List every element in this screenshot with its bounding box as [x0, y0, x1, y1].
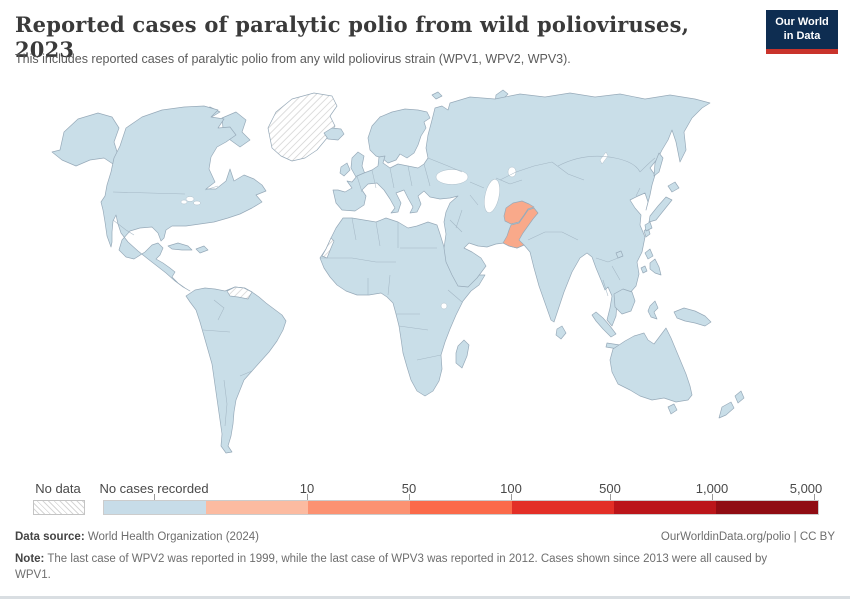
map-region-sulawesi[interactable] — [647, 300, 659, 320]
legend-no-cases-label: No cases recorded — [99, 481, 209, 496]
map-region-greenland[interactable] — [267, 92, 338, 162]
legend-label-100: 100 — [500, 481, 522, 496]
data-source-line: Data source: World Health Organization (… — [15, 531, 259, 543]
map-region-svalbard[interactable] — [431, 91, 443, 100]
country-borders — [112, 155, 656, 427]
legend-tick — [511, 494, 512, 500]
note-line: Note: The last case of WPV2 was reported… — [15, 551, 780, 583]
legend-seg-no-cases[interactable] — [104, 501, 206, 514]
map-region-madagascar[interactable] — [455, 339, 470, 369]
legend-tick — [610, 494, 611, 500]
map-region-sri-lanka[interactable] — [555, 325, 567, 340]
map-region-alaska[interactable] — [51, 112, 125, 169]
lake-baikal — [599, 151, 609, 165]
map-region-sakhalin[interactable] — [653, 152, 664, 177]
legend-seg-to-100[interactable] — [410, 501, 512, 514]
note-label: Note: — [15, 553, 45, 565]
map-region-united-kingdom[interactable] — [350, 151, 366, 178]
map-region-new-zealand[interactable] — [718, 390, 745, 419]
map-region-sumatra[interactable] — [591, 311, 617, 338]
map-region-japan[interactable] — [644, 181, 680, 232]
map-region-borneo[interactable] — [613, 288, 636, 315]
owid-logo-line1: Our World — [775, 16, 829, 28]
map-region-ireland[interactable] — [339, 162, 351, 177]
data-source-label: Data source: — [15, 531, 85, 543]
map-region-south-america[interactable] — [185, 286, 287, 454]
legend-label-500: 500 — [599, 481, 621, 496]
legend-tick — [154, 494, 155, 500]
legend-seg-to-10[interactable] — [206, 501, 308, 514]
great-lake-3 — [180, 199, 188, 205]
map-region-hainan[interactable] — [615, 250, 624, 259]
legend-seg-to-1000[interactable] — [614, 501, 716, 514]
legend-no-data-swatch[interactable] — [33, 500, 85, 515]
data-source-text: World Health Organization (2024) — [84, 531, 259, 543]
map-region-pakistan[interactable] — [502, 207, 539, 249]
legend-tick — [814, 494, 815, 500]
legend-label-1000: 1,000 — [695, 481, 729, 496]
owid-logo-line2: in Data — [783, 29, 821, 42]
map-region-philippines[interactable] — [640, 248, 662, 276]
legend-label-50: 50 — [401, 481, 417, 496]
legend-color-bar[interactable] — [103, 500, 819, 515]
legend-seg-to-500[interactable] — [512, 501, 614, 514]
map-region-tasmania[interactable] — [667, 403, 678, 415]
great-lake-1 — [185, 196, 195, 202]
lake-victoria — [440, 302, 448, 310]
legend-seg-to-50[interactable] — [308, 501, 410, 514]
map-region-cuba[interactable] — [167, 242, 193, 251]
map-region-scandinavia[interactable] — [367, 108, 431, 164]
map-region-afghanistan[interactable] — [503, 200, 535, 225]
black-sea — [435, 169, 469, 185]
legend-seg-to-5000[interactable] — [716, 501, 818, 514]
map-region-iceland[interactable] — [323, 127, 345, 141]
legend-tick — [712, 494, 713, 500]
map-region-new-guinea[interactable] — [673, 307, 712, 327]
great-lake-2 — [193, 200, 201, 206]
legend-tick — [409, 494, 410, 500]
owid-logo[interactable]: Our World in Data — [766, 10, 838, 54]
bottom-divider — [0, 596, 850, 599]
map-region-australia[interactable] — [609, 327, 693, 403]
note-text: The last case of WPV2 was reported in 19… — [15, 553, 768, 582]
map-region-africa[interactable] — [319, 217, 486, 397]
map-region-guyanas[interactable] — [226, 286, 253, 300]
map-region-hispaniola[interactable] — [195, 245, 209, 254]
map-region-north-america[interactable] — [100, 105, 267, 292]
chart-subtitle: This includes reported cases of paralyti… — [15, 52, 571, 66]
page-title: Reported cases of paralytic polio from w… — [15, 12, 690, 62]
legend-label-10: 10 — [299, 481, 315, 496]
legend-label-5000: 5,000 — [789, 481, 823, 496]
legend-no-data-label: No data — [35, 481, 81, 496]
legend-tick — [307, 494, 308, 500]
caspian-sea — [484, 179, 500, 213]
license-link[interactable]: OurWorldinData.org/polio | CC BY — [660, 531, 835, 543]
